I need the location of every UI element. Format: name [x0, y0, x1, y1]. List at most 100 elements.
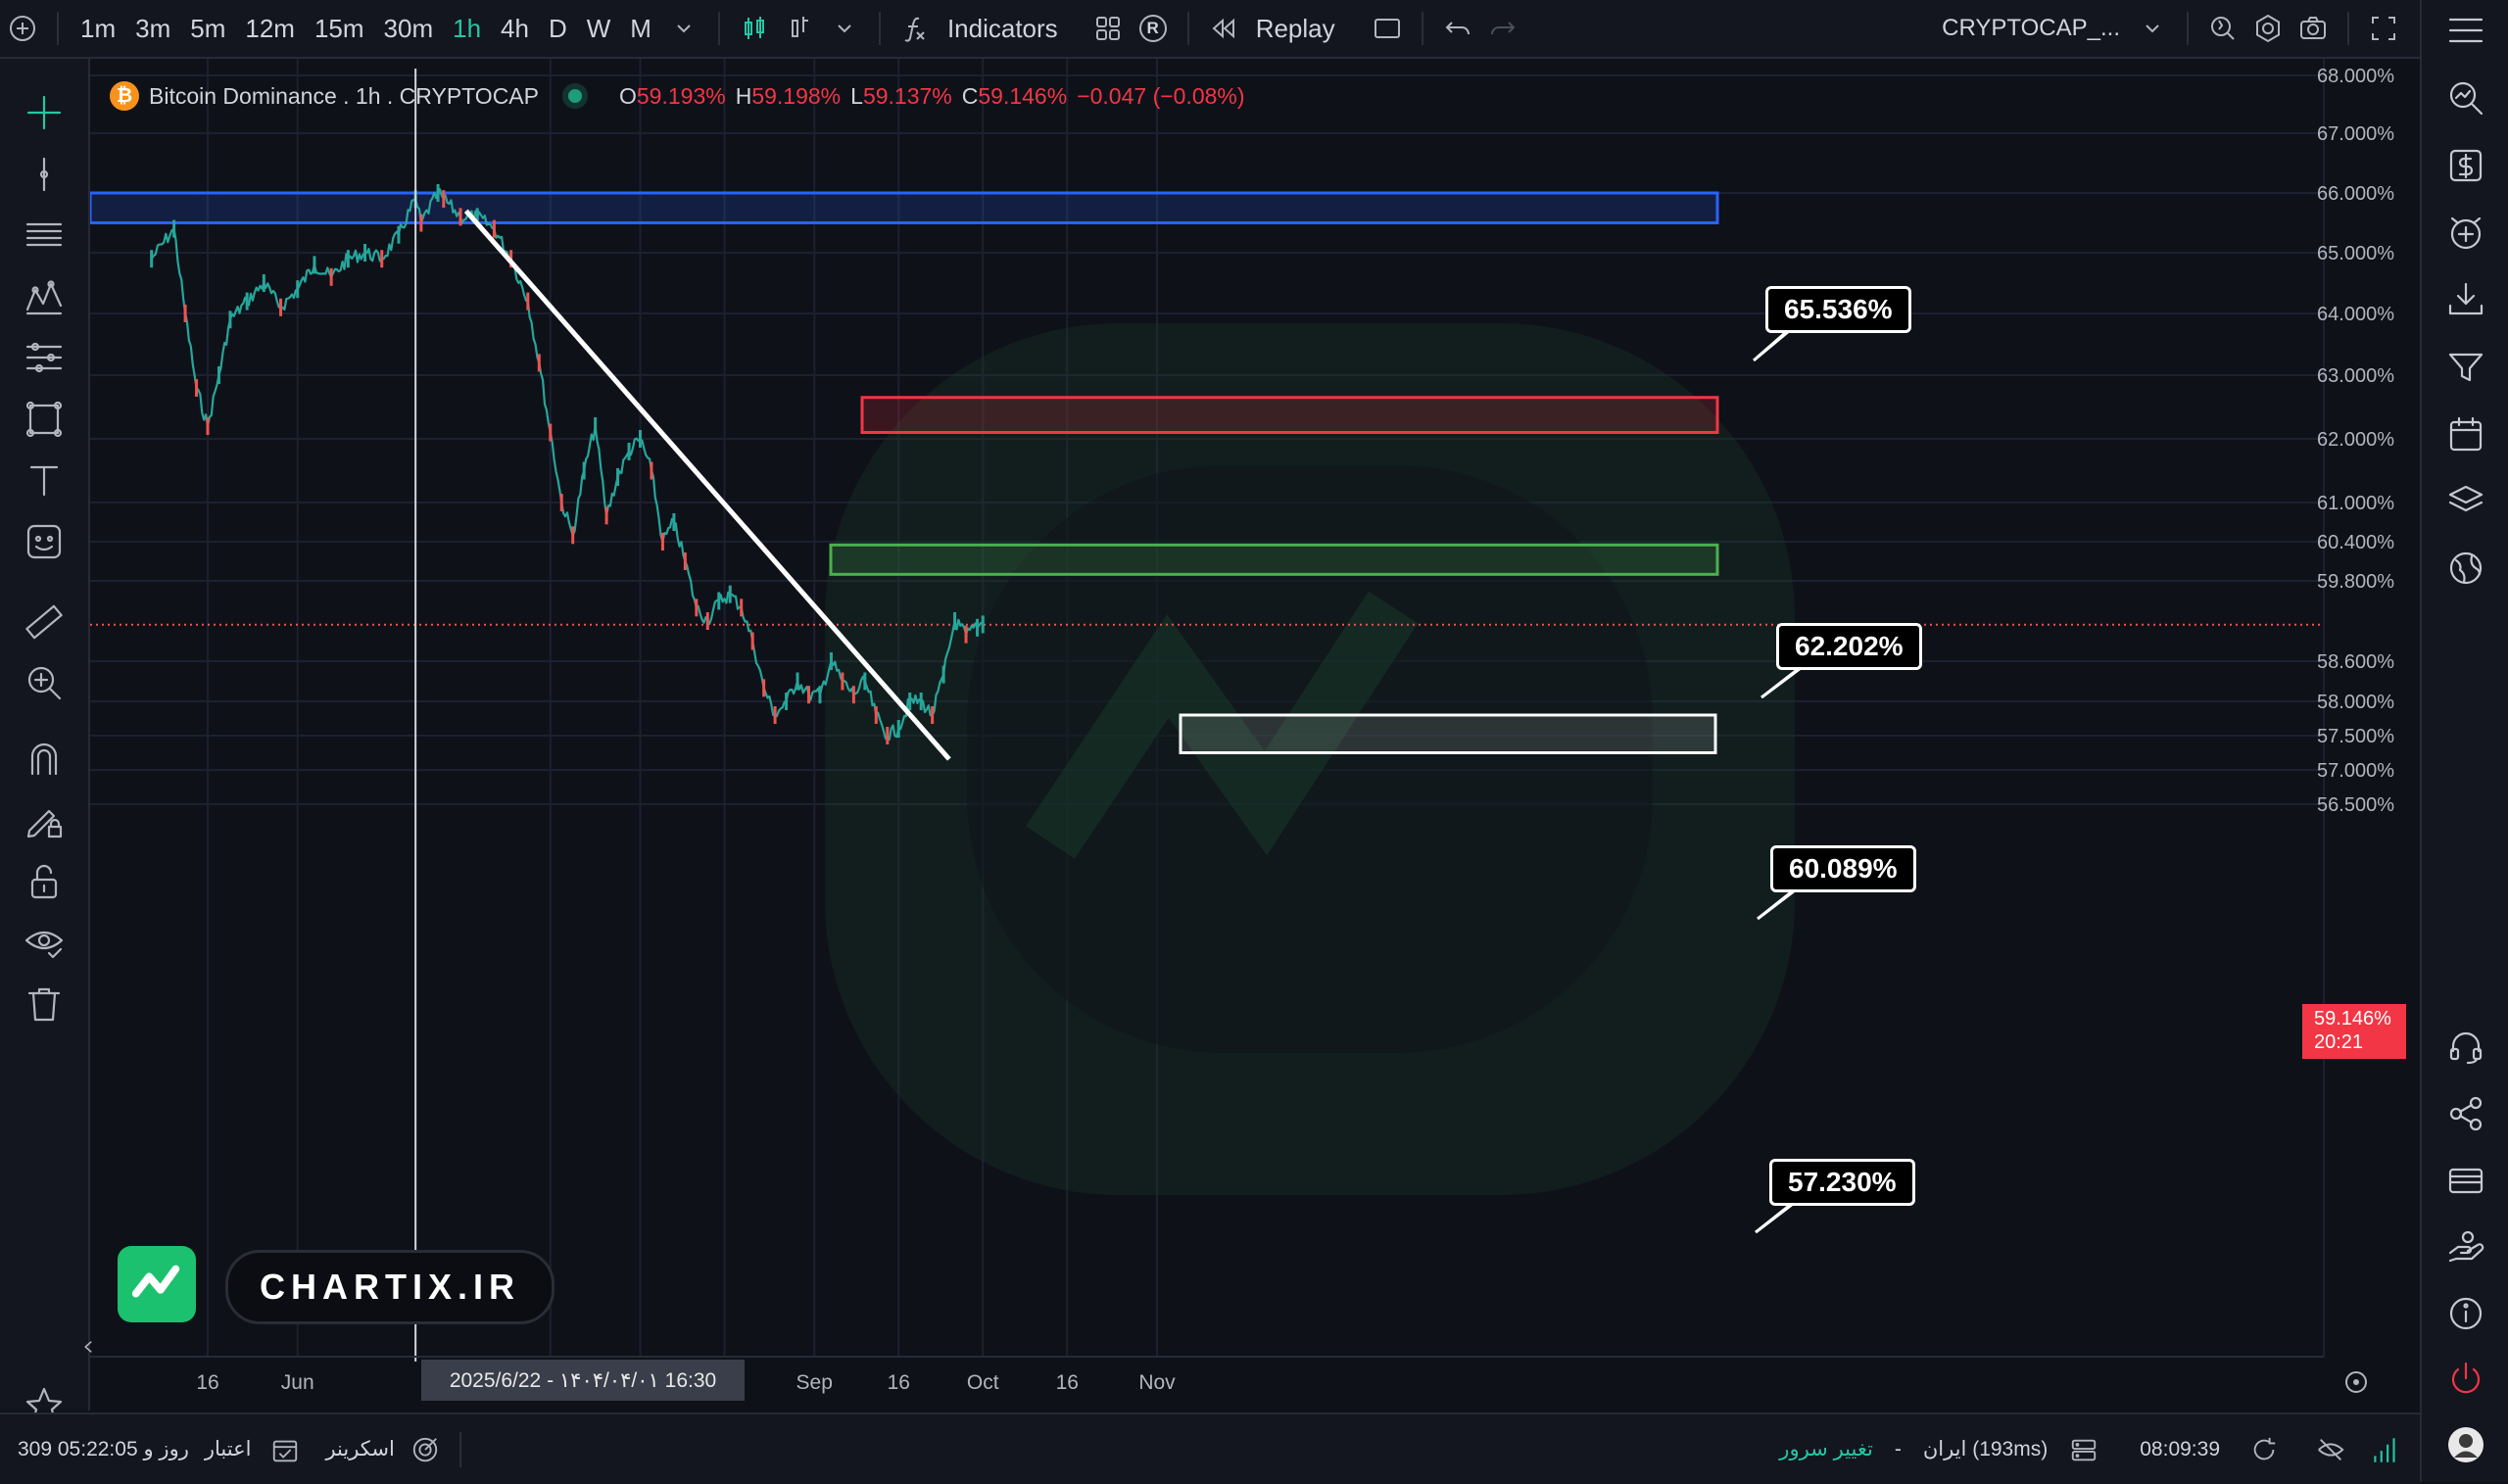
y-tick-label: 64.000% [2317, 304, 2394, 325]
avatar[interactable] [2441, 1420, 2490, 1469]
fullscreen-icon[interactable] [2361, 6, 2406, 51]
shapes-icon[interactable] [20, 395, 69, 444]
rectangle-icon[interactable] [1365, 6, 1410, 51]
candles-icon[interactable] [732, 6, 777, 51]
globe-icon[interactable] [2441, 544, 2490, 593]
unlock-icon[interactable] [20, 857, 69, 906]
settings-icon[interactable] [2245, 6, 2291, 51]
crosshair-date-label: 2025/6/22 - ۱۴۰۴/۰۴/۰۱ 16:30 [421, 1360, 745, 1401]
share-icon[interactable] [2441, 1089, 2490, 1138]
timeframe-1m[interactable]: 1m [80, 13, 117, 43]
timeframe-dropdown-icon[interactable] [661, 6, 706, 51]
sticker-icon[interactable] [20, 517, 69, 566]
chart-legend: ₿ Bitcoin Dominance . 1h . CRYPTOCAP O 59… [110, 76, 1245, 116]
axis-settings-icon [2345, 1371, 2367, 1393]
screener-label[interactable]: اسکرینر [325, 1438, 395, 1460]
timeframe-3m[interactable]: 3m [135, 13, 171, 43]
chart-type-dropdown-icon[interactable] [822, 6, 867, 51]
trash-icon[interactable] [20, 980, 69, 1029]
eye-icon[interactable] [20, 918, 69, 967]
calendar-check-icon[interactable] [263, 1427, 308, 1472]
lock-drawing-icon[interactable] [20, 795, 69, 844]
menu-icon[interactable] [2441, 6, 2490, 55]
zone-red [860, 396, 1719, 434]
quick-search-icon[interactable] [2200, 6, 2245, 51]
credit-value: 309 روز و 05:22:05 [18, 1438, 189, 1460]
axis-settings-icon-center [2353, 1379, 2359, 1385]
dollar-icon[interactable] [2441, 141, 2490, 190]
y-tick-label: 57.500% [2317, 726, 2394, 747]
layouts-icon[interactable] [1085, 6, 1131, 51]
card-icon[interactable] [2441, 1156, 2490, 1205]
callout-blue-zone[interactable]: 65.536% [1765, 286, 1911, 333]
price-chart[interactable]: 68.000% 67.000% 66.000% 65.000% 64.000% 63.00… [90, 59, 2418, 1411]
refresh-icon[interactable] [2242, 1427, 2287, 1472]
info-icon[interactable] [2441, 1289, 2490, 1338]
callout-white-zone[interactable]: 57.230% [1769, 1159, 1915, 1206]
timeframe-d[interactable]: D [548, 13, 567, 43]
function-icon[interactable] [892, 6, 938, 51]
download-icon[interactable] [2441, 275, 2490, 324]
drawing-toolbar [0, 59, 92, 1423]
filter-icon[interactable] [2441, 342, 2490, 391]
camera-icon[interactable] [2291, 6, 2336, 51]
hide-icon[interactable] [2308, 1427, 2353, 1472]
support-headset-icon[interactable] [2441, 1023, 2490, 1072]
symbol-dropdown-icon[interactable] [2130, 6, 2175, 51]
replay-button[interactable]: Replay [1255, 13, 1335, 43]
symbol-selector[interactable]: CRYPTOCAP_... [1942, 15, 2120, 41]
power-icon[interactable] [2441, 1354, 2490, 1403]
y-tick-label: 57.000% [2317, 760, 2394, 782]
chart-area[interactable]: 68.000% 67.000% 66.000% 65.000% 64.000% 63.00… [90, 59, 2418, 1411]
add-alert-icon[interactable] [2441, 208, 2490, 257]
y-tick-label: 58.600% [2317, 651, 2394, 673]
collapse-arrow-icon[interactable] [78, 1322, 98, 1371]
symbol-title[interactable]: Bitcoin Dominance . 1h . CRYPTOCAP [149, 82, 539, 109]
trend-line-icon[interactable] [20, 150, 69, 199]
x-tick-label: 16 [888, 1371, 910, 1394]
crosshair-icon[interactable] [20, 88, 69, 137]
ruler-icon[interactable] [20, 598, 69, 646]
replay-icon[interactable] [1201, 6, 1246, 51]
text-tool-icon[interactable] [20, 455, 69, 504]
y-tick-label: 67.000% [2317, 123, 2394, 145]
toolbar-divider [57, 12, 59, 45]
bitcoin-icon: ₿ [110, 81, 139, 111]
fib-retracement-icon[interactable] [20, 211, 69, 260]
magnet-icon[interactable] [20, 735, 69, 784]
y-tick-label: 68.000% [2317, 66, 2394, 87]
watermark-logo [825, 323, 1795, 1195]
status-divider [458, 1431, 461, 1467]
layers-icon[interactable] [2441, 476, 2490, 525]
bar-style-icon[interactable] [777, 6, 822, 51]
timeframe-4h[interactable]: 4h [501, 13, 529, 43]
search-chart-icon[interactable] [2441, 73, 2490, 122]
timeframe-30m[interactable]: 30m [383, 13, 434, 43]
r-badge[interactable]: R [1131, 6, 1176, 51]
x-tick-label: 16 [1056, 1371, 1079, 1394]
timeframe-w[interactable]: W [586, 13, 611, 43]
zoom-in-icon[interactable] [20, 658, 69, 707]
close-value: 59.146% [978, 82, 1068, 109]
hand-offer-icon[interactable] [2441, 1222, 2490, 1271]
callout-red-zone[interactable]: 62.202% [1776, 623, 1922, 670]
timeframe-1h[interactable]: 1h [453, 13, 482, 43]
timeframe-15m[interactable]: 15m [314, 13, 364, 43]
screener-icon[interactable] [403, 1427, 448, 1472]
forecast-icon[interactable] [20, 333, 69, 382]
indicators-button[interactable]: Indicators [946, 13, 1058, 43]
callout-green-zone[interactable]: 60.089% [1770, 845, 1916, 892]
timeframe-12m[interactable]: 12m [245, 13, 295, 43]
x-tick-label: Jun [281, 1371, 314, 1394]
y-tick-label: 58.000% [2317, 692, 2394, 713]
timeframe-5m[interactable]: 5m [190, 13, 226, 43]
change-server-link[interactable]: تغییر سرور [1779, 1438, 1873, 1460]
timeframe-m[interactable]: M [630, 13, 651, 43]
close-label: C [961, 82, 979, 109]
calendar-icon[interactable] [2441, 409, 2490, 458]
redo-icon[interactable] [1480, 6, 1525, 51]
add-icon[interactable] [0, 6, 45, 51]
right-sidebar [2420, 0, 2508, 1482]
undo-icon[interactable] [1435, 6, 1480, 51]
pattern-icon[interactable] [20, 272, 69, 321]
